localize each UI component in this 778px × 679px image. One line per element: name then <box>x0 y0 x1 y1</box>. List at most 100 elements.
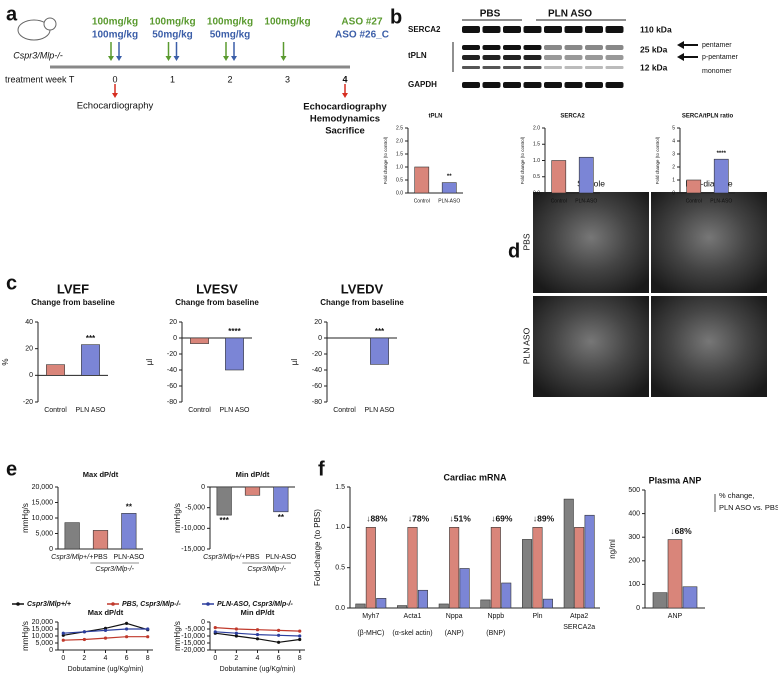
y-tick-label: 0 <box>49 546 53 553</box>
bar <box>370 337 389 365</box>
x-tick-label: PBS <box>245 554 259 561</box>
event: Hemodynamics <box>310 114 380 125</box>
x-tick-label: Acta1 <box>404 613 422 620</box>
y-tick-label: -20 <box>312 351 322 358</box>
band <box>482 45 501 50</box>
arrow-head <box>677 41 684 49</box>
y-tick-label: -15,000 <box>181 640 205 647</box>
category-note: (β-MHC) <box>357 630 384 637</box>
band <box>585 26 603 33</box>
point <box>255 637 260 641</box>
arrow-head <box>116 56 122 61</box>
band <box>564 26 583 33</box>
y-tick-label: 5,000 <box>35 530 53 537</box>
y-tick-label: 0 <box>672 190 675 196</box>
arrow-head <box>677 53 684 61</box>
panel-label: e <box>6 458 17 480</box>
panel-label: c <box>6 272 17 294</box>
y-tick-label: 0 <box>173 335 177 342</box>
y-tick-label: -60 <box>312 383 322 390</box>
arrow-head <box>165 56 172 61</box>
annotation: ** <box>278 513 285 522</box>
annotation: ↓88% <box>366 514 388 524</box>
event: Echocardiography <box>303 102 387 113</box>
y-tick-label: 4 <box>672 138 675 144</box>
band <box>462 26 480 33</box>
y-tick-label: 20 <box>25 346 33 353</box>
annotation: *** <box>219 516 229 525</box>
point <box>61 631 65 635</box>
panel-label: b <box>390 6 402 28</box>
band <box>503 26 521 33</box>
y-tick-label: -15,000 <box>181 546 205 553</box>
arrow-head <box>231 56 237 61</box>
band <box>605 55 624 60</box>
x-tick-label: Cspr3/Mlp+/+ <box>51 554 93 561</box>
x-tick-label: PLN-ASO <box>710 198 732 204</box>
band <box>482 82 501 88</box>
chart-title: tPLN <box>429 114 443 120</box>
dose: 100mg/kg <box>92 30 138 41</box>
x-tick-label: 8 <box>298 655 302 662</box>
point <box>103 628 108 633</box>
annotation: *** <box>375 327 385 336</box>
chart-title: LVEF <box>57 281 89 296</box>
x-tick-label: 2 <box>234 655 238 662</box>
band <box>482 66 501 69</box>
size-label: 25 kDa <box>640 44 668 54</box>
point <box>298 637 302 642</box>
y-axis-label: Fold change (to control) <box>520 136 525 184</box>
dose: 100mg/kg <box>264 17 310 28</box>
band <box>605 45 624 50</box>
chart-title: Cardiac mRNA <box>443 472 507 482</box>
x-tick-label: Control <box>44 407 67 414</box>
band <box>605 66 624 69</box>
y-axis-label: mmHg/s <box>21 621 30 651</box>
y-tick-label: 20,000 <box>32 484 54 491</box>
point <box>146 627 150 631</box>
y-axis-label: Fold change (to control) <box>655 136 660 184</box>
x-tick-label: Control <box>188 407 211 414</box>
category-note: (α-skel actin) <box>392 630 432 637</box>
band <box>585 66 603 69</box>
y-tick-label: -60 <box>167 383 177 390</box>
x-tick-label: Control <box>333 407 356 414</box>
bar <box>563 498 574 609</box>
band <box>503 66 521 69</box>
legend-entry: PLN-ASO, Cspr3/Mlp-/- <box>217 601 294 608</box>
chart-title: SERCA/tPLN ratio <box>682 114 734 120</box>
bar <box>574 527 585 609</box>
y-tick-label: 20 <box>314 319 322 326</box>
y-tick-label: 0.0 <box>533 190 540 196</box>
bar <box>713 158 729 194</box>
legend-entry: Cspr3/Mlp+/+ <box>27 601 71 608</box>
bar <box>459 568 470 609</box>
x-tick-label: PBS <box>93 554 107 561</box>
bar <box>92 530 109 550</box>
band <box>544 45 562 50</box>
y-tick-label: -20,000 <box>181 647 205 654</box>
y-tick-label: 0 <box>318 335 322 342</box>
x-tick-label: ANP <box>668 613 683 620</box>
point <box>213 630 217 634</box>
bar <box>407 527 418 609</box>
point <box>146 635 150 639</box>
band <box>585 82 603 88</box>
band <box>605 82 624 88</box>
echo-image <box>533 192 649 293</box>
band <box>585 45 603 50</box>
annotation: ** <box>126 502 133 511</box>
x-tick-label: Control <box>686 198 702 204</box>
week-label: 2 <box>227 74 232 84</box>
bar <box>244 486 261 496</box>
y-tick-label: 2.5 <box>396 125 403 131</box>
y-axis-label: Fold-change (to PBS) <box>313 509 322 586</box>
arrow-head <box>173 56 180 61</box>
y-tick-label: 1.5 <box>533 142 540 148</box>
point <box>213 626 217 630</box>
x-tick-label: PLN ASO <box>220 407 251 414</box>
point <box>234 631 238 635</box>
y-tick-label: 0 <box>201 619 205 626</box>
y-tick-label: 1.0 <box>335 524 345 531</box>
